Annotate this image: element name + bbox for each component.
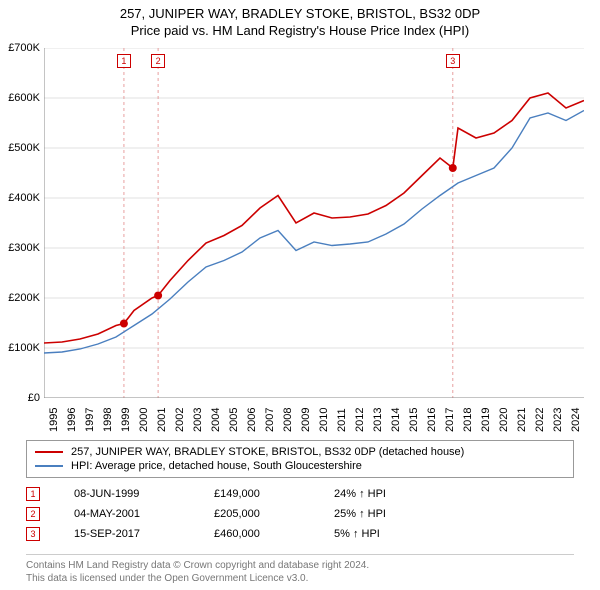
- sale-marker-1: 1: [117, 54, 131, 68]
- x-axis-label: 2007: [264, 408, 276, 432]
- sale-row: 2 04-MAY-2001£205,00025% ↑ HPI: [26, 504, 574, 524]
- x-axis-label: 2015: [408, 408, 420, 432]
- y-axis-label: £400K: [8, 192, 40, 204]
- x-axis-label: 2012: [354, 408, 366, 432]
- x-axis-label: 2019: [480, 408, 492, 432]
- chart-title-address: 257, JUNIPER WAY, BRADLEY STOKE, BRISTOL…: [0, 0, 600, 21]
- sale-row-price: £149,000: [214, 488, 334, 500]
- x-axis-label: 2005: [228, 408, 240, 432]
- sale-marker-2: 2: [151, 54, 165, 68]
- sale-row-marker: 1: [26, 487, 40, 501]
- x-axis-label: 2024: [570, 408, 582, 432]
- sales-table: 1 08-JUN-1999£149,00024% ↑ HPI 2 04-MAY-200…: [26, 484, 574, 544]
- y-axis-label: £100K: [8, 342, 40, 354]
- x-axis-label: 2016: [426, 408, 438, 432]
- sale-row-price: £460,000: [214, 528, 334, 540]
- sale-row-marker: 2: [26, 507, 40, 521]
- legend-item-hpi: HPI: Average price, detached house, Sout…: [35, 459, 565, 473]
- sale-row: 3 15-SEP-2017£460,0005% ↑ HPI: [26, 524, 574, 544]
- x-axis-label: 2011: [336, 408, 348, 432]
- x-axis-label: 2004: [210, 408, 222, 432]
- sale-row-pct: 24% ↑ HPI: [334, 488, 454, 500]
- footer-line2: This data is licensed under the Open Gov…: [26, 572, 574, 585]
- line-property: [44, 93, 584, 343]
- sale-point: [120, 320, 128, 328]
- legend: 257, JUNIPER WAY, BRADLEY STOKE, BRISTOL…: [26, 440, 574, 478]
- y-axis-label: £200K: [8, 292, 40, 304]
- sale-row-date: 08-JUN-1999: [74, 488, 214, 500]
- chart-plot-area: [44, 48, 584, 398]
- x-axis-label: 2021: [516, 408, 528, 432]
- sale-point: [449, 164, 457, 172]
- x-axis-label: 2023: [552, 408, 564, 432]
- x-axis-label: 2003: [192, 408, 204, 432]
- sale-row-marker: 3: [26, 527, 40, 541]
- sale-row: 1 08-JUN-1999£149,00024% ↑ HPI: [26, 484, 574, 504]
- x-axis-label: 1995: [48, 408, 60, 432]
- x-axis-label: 2010: [318, 408, 330, 432]
- legend-label-property: 257, JUNIPER WAY, BRADLEY STOKE, BRISTOL…: [71, 446, 464, 458]
- y-axis-label: £300K: [8, 242, 40, 254]
- x-axis-label: 1998: [102, 408, 114, 432]
- y-axis-label: £700K: [8, 42, 40, 54]
- x-axis-label: 2000: [138, 408, 150, 432]
- x-axis-label: 2013: [372, 408, 384, 432]
- sale-marker-3: 3: [446, 54, 460, 68]
- sale-row-price: £205,000: [214, 508, 334, 520]
- x-axis-label: 2001: [156, 408, 168, 432]
- sale-row-pct: 5% ↑ HPI: [334, 528, 454, 540]
- x-axis-label: 1997: [84, 408, 96, 432]
- x-axis-label: 2008: [282, 408, 294, 432]
- legend-label-hpi: HPI: Average price, detached house, Sout…: [71, 460, 362, 472]
- footer-attribution: Contains HM Land Registry data © Crown c…: [26, 554, 574, 585]
- y-axis-label: £600K: [8, 92, 40, 104]
- line-hpi: [44, 111, 584, 354]
- y-axis-label: £500K: [8, 142, 40, 154]
- x-axis-label: 2022: [534, 408, 546, 432]
- sale-row-date: 15-SEP-2017: [74, 528, 214, 540]
- x-axis-label: 1999: [120, 408, 132, 432]
- x-axis-label: 2009: [300, 408, 312, 432]
- x-axis-label: 2014: [390, 408, 402, 432]
- x-axis-label: 2006: [246, 408, 258, 432]
- x-axis-label: 1996: [66, 408, 78, 432]
- x-axis-label: 2018: [462, 408, 474, 432]
- x-axis-label: 2002: [174, 408, 186, 432]
- sale-row-pct: 25% ↑ HPI: [334, 508, 454, 520]
- sale-row-date: 04-MAY-2001: [74, 508, 214, 520]
- legend-swatch-red: [35, 451, 63, 453]
- chart-svg: [44, 48, 584, 398]
- sale-point: [154, 292, 162, 300]
- x-axis-label: 2020: [498, 408, 510, 432]
- chart-title-subtitle: Price paid vs. HM Land Registry's House …: [0, 21, 600, 38]
- footer-line1: Contains HM Land Registry data © Crown c…: [26, 559, 574, 572]
- legend-swatch-blue: [35, 465, 63, 467]
- y-axis-label: £0: [28, 392, 40, 404]
- legend-item-property: 257, JUNIPER WAY, BRADLEY STOKE, BRISTOL…: [35, 445, 565, 459]
- x-axis-label: 2017: [444, 408, 456, 432]
